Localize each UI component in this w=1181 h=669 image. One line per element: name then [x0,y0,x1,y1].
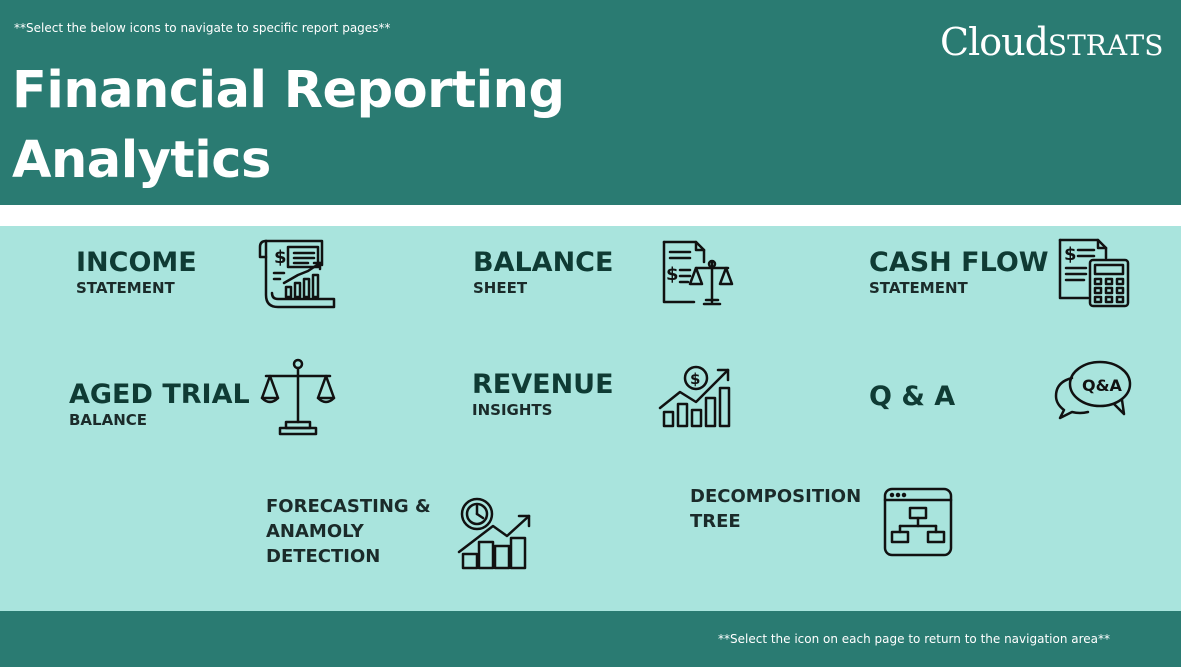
footer-banner: **Select the icon on each page to return… [0,611,1181,667]
nav-balance-subtitle: SHEET [473,279,528,297]
nav-forecasting-line-2: ANAMOLY [266,521,364,542]
nav-forecasting-line-3: DETECTION [266,546,381,567]
qa-bubble-icon[interactable]: Q&A [1052,358,1132,420]
nav-decomposition-tree[interactable]: DECOMPOSITION TREE [690,484,861,534]
nav-qa-title: Q & A [869,381,956,412]
page-title: Financial Reporting Analytics [12,56,565,196]
nav-revenue-insights[interactable]: REVENUE INSIGHTS [472,370,614,420]
nav-revenue-subtitle: INSIGHTS [472,401,553,419]
svg-text:$: $ [666,264,679,285]
nav-aged-subtitle: BALANCE [69,411,148,429]
svg-text:$: $ [274,247,287,268]
nav-decomposition-line-1: DECOMPOSITION [690,486,862,507]
income-statement-icon[interactable]: $ [258,235,338,311]
nav-cashflow-subtitle: STATEMENT [869,279,968,297]
nav-decomposition-line-2: TREE [690,511,741,532]
nav-qa[interactable]: Q & A [869,382,955,412]
nav-balance-title: BALANCE [473,247,614,278]
forecast-chart-icon[interactable] [457,496,535,572]
nav-balance-sheet[interactable]: BALANCE SHEET [473,248,613,298]
scales-icon[interactable] [260,358,338,436]
svg-text:$: $ [690,370,700,388]
svg-text:Q&A: Q&A [1082,376,1123,395]
nav-income-statement[interactable]: INCOME STATEMENT [76,248,197,298]
nav-cashflow-title: CASH FLOW [869,247,1049,278]
nav-forecasting-anomaly-detection[interactable]: FORECASTING & ANAMOLY DETECTION [266,494,431,569]
svg-text:$: $ [1064,244,1077,265]
cloudstrats-logo: CloudSTRATS [940,20,1164,64]
balance-sheet-icon[interactable]: $ [660,238,734,310]
nav-income-subtitle: STATEMENT [76,279,175,297]
navigation-area: INCOME STATEMENT $ [0,226,1181,611]
title-line-1: Financial Reporting [12,61,565,120]
title-line-2: Analytics [12,131,271,190]
nav-revenue-title: REVENUE [472,369,614,400]
header-banner: **Select the below icons to navigate to … [0,0,1181,205]
nav-cash-flow-statement[interactable]: CASH FLOW STATEMENT [869,248,1049,298]
nav-income-title: INCOME [76,247,197,278]
revenue-growth-icon[interactable]: $ [658,364,734,430]
nav-aged-trial-balance[interactable]: AGED TRIAL BALANCE [69,380,250,430]
cash-flow-icon[interactable]: $ [1056,236,1132,310]
return-navigation-hint: **Select the icon on each page to return… [718,632,1110,646]
nav-aged-title: AGED TRIAL [69,379,250,410]
hierarchy-tree-icon[interactable] [882,486,954,558]
nav-forecasting-line-1: FORECASTING & [266,496,431,517]
navigation-hint: **Select the below icons to navigate to … [14,21,391,35]
